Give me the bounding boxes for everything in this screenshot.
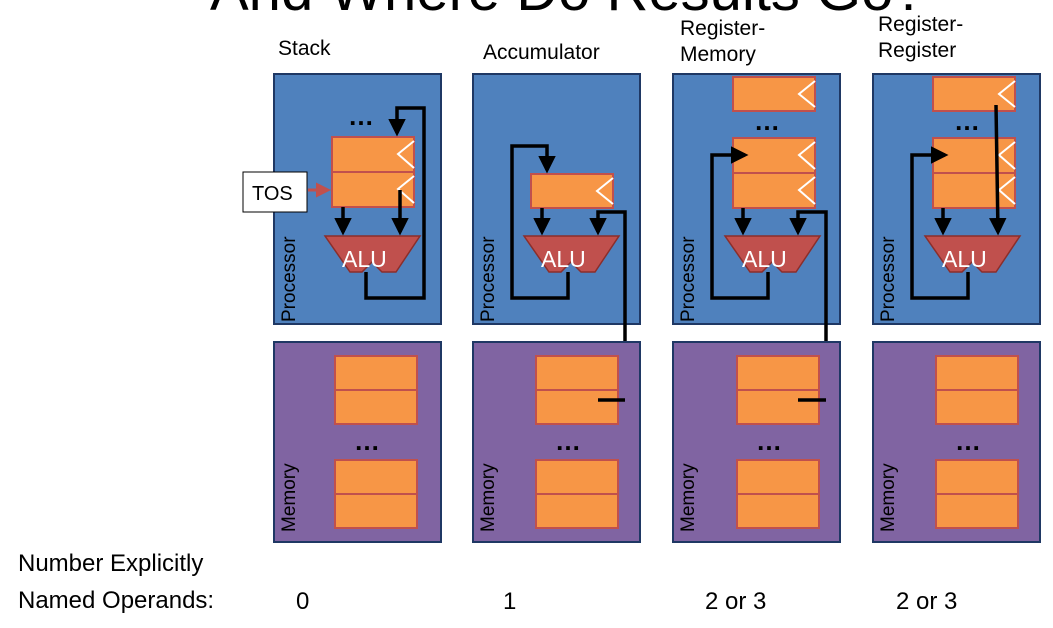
register-memory-heading-line2: Memory (680, 43, 756, 66)
register-register-architecture: Processor … ALU Memory … (872, 73, 1041, 543)
accumulator-alu-label: ALU (541, 246, 586, 272)
accumulator-memory-cell-3 (535, 459, 619, 495)
register-memory-alu (723, 235, 822, 273)
register-memory-memory-ellipsis: … (756, 426, 782, 456)
register-memory-operand-count: 2 or 3 (705, 588, 767, 615)
stack-alu (323, 235, 422, 273)
register-register-memory-cell-3 (935, 459, 1019, 495)
register-memory-memory-cell-1 (736, 355, 820, 391)
tos-label: TOS (252, 183, 293, 205)
accumulator-heading: Accumulator (483, 41, 600, 64)
register-memory-processor-label: Processor (678, 236, 699, 322)
register-register-memory-label: Memory (878, 463, 899, 532)
accumulator-operand-count: 1 (503, 588, 517, 615)
accumulator-memory-cell-1 (535, 355, 619, 391)
register-register-memory-cell-1 (935, 355, 1019, 391)
stack-memory-label: Memory (279, 463, 300, 532)
register-memory-heading: Register- Memory (680, 16, 765, 68)
register-register-memory-ellipsis: … (955, 426, 981, 456)
tos-callout (242, 171, 308, 213)
register-memory-register-2 (732, 172, 816, 209)
register-register-register-2 (932, 172, 1016, 209)
stack-memory-cell-2 (334, 389, 418, 425)
accumulator-alu (522, 235, 621, 273)
accumulator-memory-ellipsis: … (555, 426, 581, 456)
operands-label-line2: Named Operands: (18, 587, 215, 614)
register-memory-ellipsis-top: … (754, 106, 780, 136)
accumulator-memory-label: Memory (478, 463, 499, 532)
stack-memory-cell-3 (334, 459, 418, 495)
slide-title: And Where Do Results Go? (210, 0, 926, 20)
register-register-operand-count: 2 or 3 (896, 588, 958, 615)
register-register-alu-label: ALU (942, 246, 987, 272)
register-memory-register-1 (732, 137, 816, 174)
stack-architecture: Processor … ALU TOS Memory … (242, 73, 442, 543)
register-memory-architecture: Processor … ALU Memory … (672, 73, 841, 543)
register-register-heading: Register- Register (878, 12, 963, 64)
stack-alu-label: ALU (342, 246, 387, 272)
accumulator-register (530, 173, 614, 209)
register-memory-memory-cell-4 (736, 493, 820, 529)
accumulator-memory-cell-4 (535, 493, 619, 529)
stack-ellipsis-top: … (348, 101, 374, 131)
stack-memory-cell-4 (334, 493, 418, 529)
register-memory-memory-cell-3 (736, 459, 820, 495)
operands-label-line1: Number Explicitly (18, 550, 204, 577)
register-register-memory-cell-4 (935, 493, 1019, 529)
register-register-register-1 (932, 137, 1016, 174)
register-register-heading-line2: Register (878, 39, 957, 62)
stack-heading: Stack (278, 37, 331, 60)
register-memory-memory-cell-2 (736, 389, 820, 425)
stack-processor-label: Processor (279, 236, 300, 322)
register-register-memory-cell-2 (935, 389, 1019, 425)
register-register-ellipsis-top: … (954, 106, 980, 136)
register-register-alu (923, 235, 1022, 273)
stack-operand-count: 0 (296, 588, 310, 615)
stack-register-1 (331, 136, 415, 173)
accumulator-processor-label: Processor (478, 236, 499, 322)
register-memory-register-top (732, 76, 816, 112)
accumulator-memory-cell-2 (535, 389, 619, 425)
stack-memory-cell-1 (334, 355, 418, 391)
register-register-processor-label: Processor (878, 236, 899, 322)
register-memory-heading-line1: Register- (680, 17, 766, 40)
register-register-heading-line1: Register- (878, 13, 964, 36)
register-memory-alu-label: ALU (742, 246, 787, 272)
stack-memory-ellipsis: … (354, 426, 380, 456)
accumulator-architecture: Processor ALU Memory … (472, 73, 641, 543)
register-memory-memory-label: Memory (678, 463, 699, 532)
register-register-register-top (932, 76, 1016, 112)
